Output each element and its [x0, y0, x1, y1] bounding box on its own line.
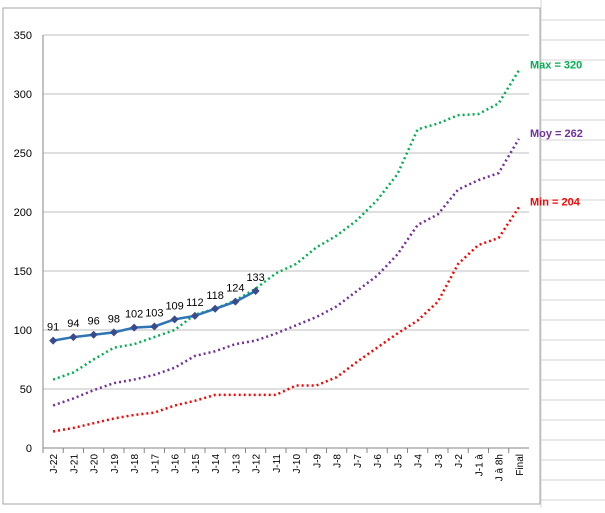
x-tick-label: J-12 — [252, 454, 263, 474]
x-tick-label: J-2 — [454, 454, 465, 468]
series-line — [52, 206, 520, 433]
y-tick-label: 150 — [14, 266, 32, 278]
x-tick-label: J-14 — [211, 454, 222, 474]
x-tick-label: J-17 — [150, 454, 161, 474]
data-label: 102 — [125, 309, 143, 321]
marker — [89, 330, 98, 339]
data-label: 133 — [246, 272, 264, 284]
x-tick-label: J-8 — [333, 454, 344, 468]
x-tick-label: J-18 — [130, 454, 141, 474]
data-label: 103 — [145, 307, 163, 319]
annotation: Max = 320 — [530, 59, 582, 71]
x-tick-label: J-5 — [393, 454, 404, 468]
x-tick-label: Final — [515, 454, 526, 476]
x-tick-label: J-7 — [353, 454, 364, 468]
marker — [130, 323, 139, 332]
x-tick-label: J-9 — [312, 454, 323, 468]
data-label: 96 — [88, 316, 100, 328]
y-tick-label: 250 — [14, 148, 32, 160]
y-tick-label: 50 — [20, 384, 32, 396]
marker — [109, 328, 118, 337]
data-label: 118 — [206, 290, 224, 302]
series-line — [52, 138, 520, 407]
x-tick-label: J-13 — [231, 454, 242, 474]
marker — [170, 315, 179, 324]
x-tick-label: J-22 — [49, 454, 60, 474]
data-label: 91 — [47, 322, 59, 334]
y-tick-label: 300 — [14, 89, 32, 101]
marker — [69, 333, 78, 342]
marker — [231, 297, 240, 306]
annotation: Min = 204 — [530, 196, 581, 208]
chart-frame — [2, 7, 541, 505]
x-tick-label: J-11 — [272, 454, 283, 473]
x-tick-label: J-21 — [69, 454, 80, 474]
data-label: 124 — [226, 283, 244, 295]
x-tick-label: J-15 — [191, 454, 202, 474]
x-tick-label: J-19 — [110, 454, 121, 474]
x-tick-label: J-16 — [171, 454, 182, 474]
x-tick-label: J-6 — [373, 454, 384, 468]
marker — [190, 311, 199, 320]
y-tick-label: 100 — [14, 325, 32, 337]
marker — [49, 336, 58, 345]
x-tick-label: J-4 — [414, 454, 425, 468]
data-label: 109 — [165, 300, 183, 312]
y-tick-label: 200 — [14, 207, 32, 219]
y-tick-label: 0 — [26, 443, 32, 455]
annotation: Moy = 262 — [530, 128, 583, 140]
marker — [150, 322, 159, 331]
data-label: 94 — [67, 318, 79, 330]
x-tick-label: J-1 à — [474, 454, 485, 477]
y-tick-label: 350 — [14, 30, 32, 42]
x-tick-label: J-3 — [434, 454, 445, 468]
x-tick-label: J-10 — [292, 454, 303, 474]
data-label: 112 — [186, 297, 204, 309]
x-tick-label: J à 8h — [495, 454, 506, 481]
marker — [211, 304, 220, 313]
x-tick-label: J-20 — [90, 454, 101, 474]
series-line — [52, 69, 520, 381]
marker — [251, 287, 260, 296]
data-label: 98 — [108, 313, 120, 325]
spreadsheet-grid — [540, 0, 605, 508]
